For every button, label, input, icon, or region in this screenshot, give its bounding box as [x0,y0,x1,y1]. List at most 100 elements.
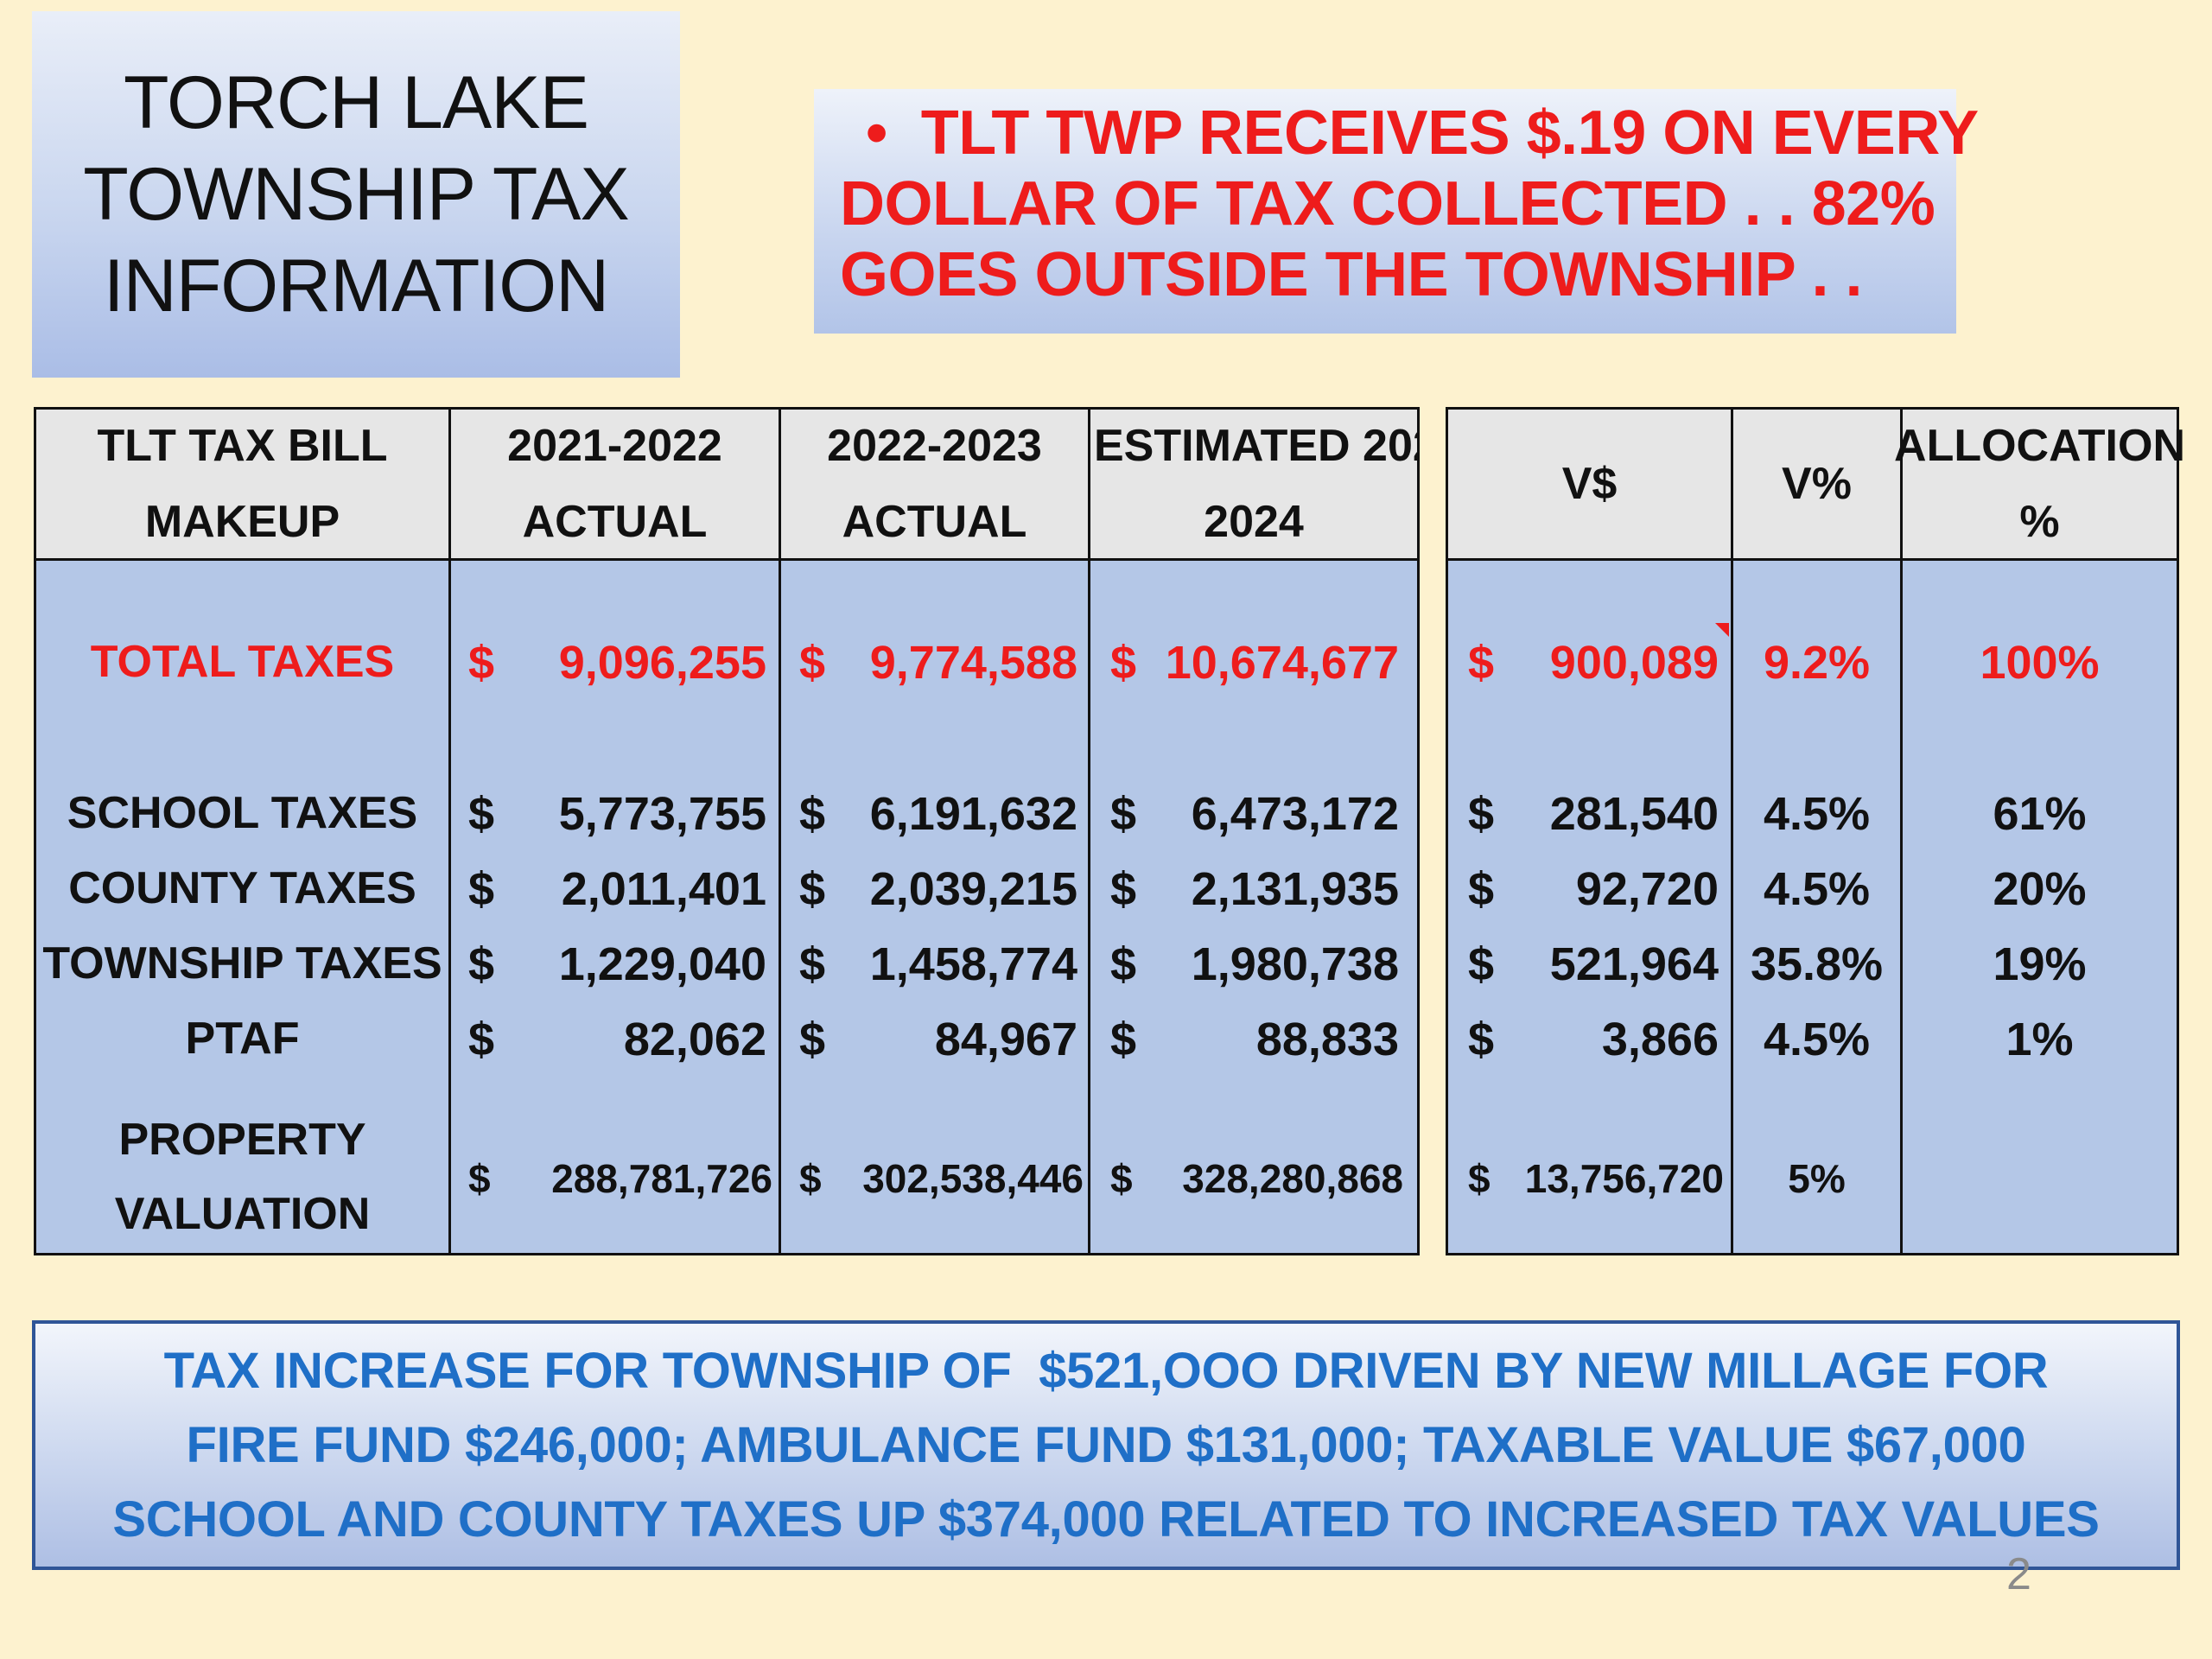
value-allocation: 1% [2005,1014,2074,1065]
column-divider [1900,407,1903,1255]
value-2022-2023: 302,538,446 [862,1156,1084,1201]
value-estimated: 88,833 [1255,1014,1399,1065]
value-v-dollar: 281,540 [1549,788,1719,840]
currency-symbol: $ [799,863,826,915]
table-body-right [1446,561,2179,1255]
column-divider [1731,407,1733,1255]
value-v-dollar: 13,756,720 [1524,1156,1724,1201]
callout-line-3: GOES OUTSIDE THE TOWNSHIP . . [840,240,1863,309]
table-header-left [34,407,1420,561]
callout-line-1-text: TLT TWP RECEIVES $.19 ON EVERY [920,99,1979,168]
row-label: PTAF [185,1014,300,1064]
row-label: TOWNSHIP TAXES [42,938,442,988]
currency-symbol: $ [1110,1014,1137,1065]
value-estimated: 2,131,935 [1191,863,1399,915]
header-2022-2023: 2022-2023 ACTUAL [781,410,1088,558]
currency-symbol: $ [468,1156,491,1201]
header-estimated: ESTIMATED 2023- 2024 [1090,410,1417,558]
value-v-dollar: 900,089 [1549,637,1719,689]
value-v-percent: 35.8% [1750,938,1884,990]
bullet-icon: • [866,99,887,168]
currency-symbol: $ [1110,788,1137,840]
header-allocation-line2: % [2019,497,2060,547]
title-line-3: INFORMATION [103,245,610,327]
header-2022-2023-line2: ACTUAL [842,497,1027,547]
value-v-dollar: 521,964 [1549,938,1719,990]
note-line-1: TAX INCREASE FOR TOWNSHIP OF $521,OOO DR… [163,1342,2049,1399]
header-allocation-line1: ALLOCATION [1894,421,2185,471]
value-2022-2023: 84,967 [934,1014,1077,1065]
value-2021-2022: 9,096,255 [558,637,766,689]
value-v-dollar: 92,720 [1575,863,1719,915]
header-allocation: ALLOCATION % [1894,410,2185,558]
value-2021-2022: 1,229,040 [558,938,766,990]
title-box: TORCH LAKE TOWNSHIP TAX INFORMATION [32,11,680,378]
value-allocation: 19% [1993,938,2087,990]
currency-symbol: $ [1468,788,1495,840]
title-line-1: TORCH LAKE [124,61,589,144]
note-line-3: SCHOOL AND COUNTY TAXES UP $374,000 RELA… [112,1491,2100,1548]
column-divider [448,407,451,1255]
value-v-dollar: 3,866 [1601,1014,1719,1065]
callout-line-1: • TLT TWP RECEIVES $.19 ON EVERY [840,98,1979,168]
value-estimated: 10,674,677 [1165,637,1399,689]
row-label: SCHOOL TAXES [67,788,418,838]
currency-symbol: $ [799,637,826,689]
header-v-dollar: V$ [1448,410,1731,558]
value-v-percent: 5% [1788,1156,1846,1201]
currency-symbol: $ [1468,637,1495,689]
currency-symbol: $ [1468,1156,1491,1201]
value-2022-2023: 1,458,774 [869,938,1077,990]
currency-symbol: $ [1468,938,1495,990]
column-divider [779,407,781,1255]
header-tax-bill: TLT TAX BILL MAKEUP [36,410,448,558]
value-2021-2022: 82,062 [623,1014,766,1065]
currency-symbol: $ [1110,1156,1133,1201]
currency-symbol: $ [799,1156,822,1201]
header-v-percent-text: V% [1782,459,1852,509]
header-estimated-line1: ESTIMATED 2023- [1094,421,1417,471]
header-tax-bill-line2: MAKEUP [144,497,340,547]
currency-symbol: $ [468,863,495,915]
title-line-2: TOWNSHIP TAX [83,153,630,236]
value-2022-2023: 2,039,215 [869,863,1077,915]
row-label: COUNTY TAXES [68,863,416,913]
header-v-dollar-text: V$ [1561,459,1618,509]
value-2021-2022: 2,011,401 [561,863,766,915]
currency-symbol: $ [468,637,495,689]
header-estimated-line2: 2024 [1204,497,1304,547]
note-line-2: FIRE FUND $246,000; AMBULANCE FUND $131,… [186,1416,2026,1473]
row-label: TOTAL TAXES [90,637,395,687]
currency-symbol: $ [1110,938,1137,990]
row-label-line1: PROPERTY [118,1115,366,1165]
table-body-left [34,561,1420,1255]
currency-symbol: $ [1468,1014,1495,1065]
header-2022-2023-line1: 2022-2023 [827,421,1042,471]
currency-symbol: $ [468,1014,495,1065]
table-header-right [1446,407,2179,561]
currency-symbol: $ [799,788,826,840]
value-allocation: 61% [1993,788,2087,840]
header-2021-2022-line2: ACTUAL [522,497,708,547]
header-tax-bill-line1: TLT TAX BILL [97,421,388,471]
value-allocation: 20% [1993,863,2087,915]
value-estimated: 328,280,868 [1182,1156,1403,1201]
value-v-percent: 9.2% [1763,637,1871,689]
value-v-percent: 4.5% [1763,788,1871,840]
note-box: TAX INCREASE FOR TOWNSHIP OF $521,OOO DR… [32,1320,2180,1570]
currency-symbol: $ [799,1014,826,1065]
row-label-line2: VALUATION [114,1189,371,1239]
header-v-percent: V% [1733,410,1900,558]
page-number: 2 [2006,1549,2031,1599]
currency-symbol: $ [1468,863,1495,915]
value-estimated: 6,473,172 [1191,788,1399,840]
value-v-percent: 4.5% [1763,1014,1871,1065]
currency-symbol: $ [1110,637,1137,689]
value-allocation: 100% [1980,637,2100,689]
value-estimated: 1,980,738 [1191,938,1399,990]
column-divider [1088,407,1090,1255]
value-2021-2022: 5,773,755 [558,788,766,840]
callout-line-2: DOLLAR OF TAX COLLECTED . . 82% [840,169,1936,238]
currency-symbol: $ [799,938,826,990]
value-v-percent: 4.5% [1763,863,1871,915]
